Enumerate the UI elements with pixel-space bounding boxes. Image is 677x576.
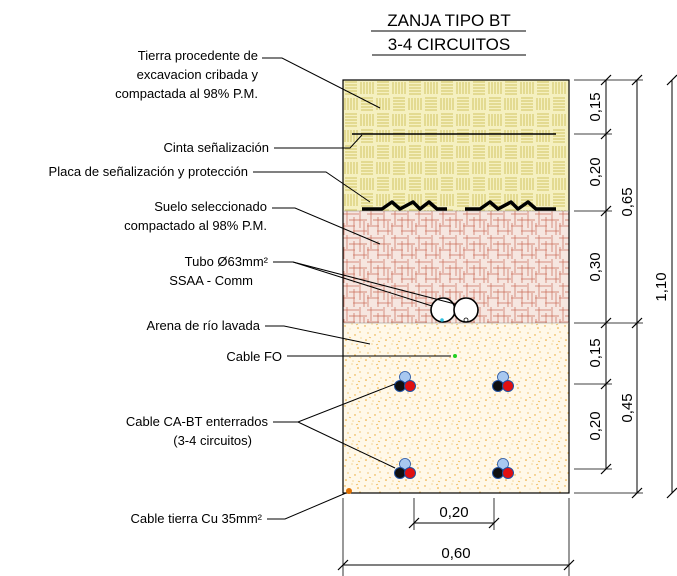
protection-plate-right [465,200,556,211]
label-arena: Arena de río lavada [147,318,261,333]
leader-tubo-b [292,261,456,305]
leader-cabt-b [297,421,396,469]
label-placa: Placa de señalización y protección [49,164,248,179]
layer-arena [343,323,569,493]
leader-placa [253,171,371,203]
label-cabt-2: (3-4 circuitos) [173,433,252,448]
leader-cinta [274,134,363,149]
leader-tierra-cu [267,492,347,520]
cable-trefoil-1 [394,371,416,392]
dim-065: 0,65 [619,187,636,216]
leader-suelo [272,207,381,245]
tube-left [430,297,456,323]
cable-trefoil-3 [394,458,416,479]
label-tierra-3: compactada al 98% P.M. [115,86,258,101]
dim-110: 1,10 [653,272,670,301]
title-line1: ZANJA TIPO BT [387,11,510,30]
cable-trefoil-4 [492,458,514,479]
title-line2: 3-4 CIRCUITOS [388,35,511,54]
dim-020-horizontal: 0,20 [439,504,468,521]
extension-lines [342,79,643,576]
dim-030: 0,30 [587,252,604,281]
label-tierra-cu: Cable tierra Cu 35mm² [131,511,263,526]
fiber-optic-cable [453,354,457,358]
label-fo: Cable FO [226,349,282,364]
dim-020-bot: 0,20 [587,411,604,440]
label-cinta: Cinta señalización [163,140,269,155]
layer-tierra [343,80,569,211]
protection-plate-left [362,200,447,211]
dimension-ticks [337,74,677,571]
label-tierra-1: Tierra procedente de [138,48,258,63]
dim-015-top: 0,15 [587,92,604,121]
dimension-lines [343,80,673,566]
dim-015-bot: 0,15 [587,338,604,367]
leader-arena [265,325,371,345]
earth-cable [346,488,352,494]
leader-tierra [262,57,381,109]
label-tubo-2: SSAA - Comm [169,273,253,288]
tube-left-cable [440,318,444,322]
dim-045: 0,45 [619,393,636,422]
label-cabt-1: Cable CA-BT enterrados [126,414,269,429]
trench-outline [342,79,570,494]
cable-trefoil-2 [492,371,514,392]
tube-right-cable [463,317,469,323]
label-tierra-2: excavacion cribada y [137,67,259,82]
label-suelo-2: compactado al 98% P.M. [124,218,267,233]
dim-020-top: 0,20 [587,157,604,186]
label-tubo-1: Tubo Ø63mm² [185,254,269,269]
dim-060-horizontal: 0,60 [441,545,470,562]
label-suelo-1: Suelo seleccionado [154,199,267,214]
